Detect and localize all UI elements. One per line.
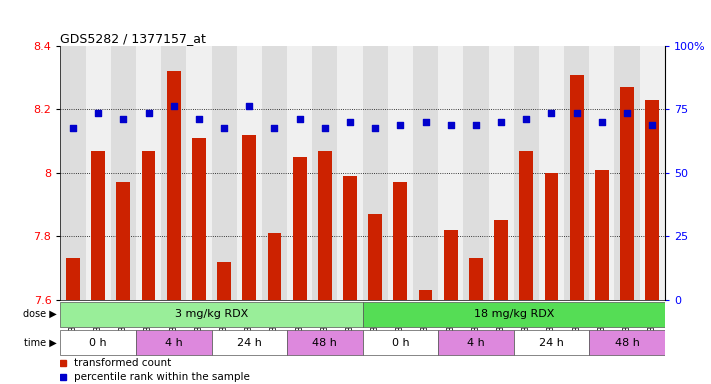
Bar — [217, 262, 231, 300]
Text: 0 h: 0 h — [392, 338, 410, 348]
Point — [445, 122, 456, 128]
Bar — [589, 46, 614, 300]
Point — [470, 122, 481, 128]
Bar — [136, 46, 161, 300]
Point — [646, 122, 658, 128]
Bar — [293, 157, 306, 300]
Point — [496, 119, 507, 125]
Bar — [494, 220, 508, 300]
Bar — [393, 182, 407, 300]
Bar — [212, 330, 287, 355]
Point — [344, 119, 356, 125]
Text: 0 h: 0 h — [90, 338, 107, 348]
Point — [92, 109, 104, 116]
Text: time ▶: time ▶ — [24, 338, 57, 348]
Bar — [646, 100, 659, 300]
Bar — [363, 330, 438, 355]
Bar — [564, 46, 589, 300]
Bar — [640, 46, 665, 300]
Text: GDS5282 / 1377157_at: GDS5282 / 1377157_at — [60, 32, 206, 45]
Bar — [464, 46, 488, 300]
Bar — [589, 330, 665, 355]
Bar — [469, 258, 483, 300]
Text: 4 h: 4 h — [467, 338, 485, 348]
Bar — [413, 46, 438, 300]
Point — [143, 109, 154, 116]
Point — [395, 122, 406, 128]
Point — [168, 103, 179, 109]
Point — [118, 116, 129, 122]
Bar — [363, 46, 387, 300]
Bar — [267, 233, 282, 300]
Bar — [237, 46, 262, 300]
Text: 4 h: 4 h — [165, 338, 183, 348]
Point — [621, 109, 633, 116]
Bar — [136, 330, 212, 355]
Text: 24 h: 24 h — [539, 338, 564, 348]
Text: 48 h: 48 h — [312, 338, 337, 348]
Bar — [161, 46, 186, 300]
Text: 18 mg/kg RDX: 18 mg/kg RDX — [474, 309, 554, 319]
Bar — [620, 87, 634, 300]
Bar — [212, 46, 237, 300]
Point — [420, 119, 432, 125]
Bar — [387, 46, 413, 300]
Bar — [242, 135, 256, 300]
Bar — [66, 258, 80, 300]
Text: 3 mg/kg RDX: 3 mg/kg RDX — [175, 309, 248, 319]
Bar — [287, 46, 312, 300]
Point — [596, 119, 607, 125]
Bar — [488, 46, 514, 300]
Bar — [595, 170, 609, 300]
Bar — [570, 74, 584, 300]
Bar — [514, 330, 589, 355]
Bar — [192, 138, 206, 300]
Bar — [363, 302, 665, 326]
Point — [68, 125, 79, 131]
Bar — [111, 46, 136, 300]
Bar — [514, 46, 539, 300]
Bar — [117, 182, 130, 300]
Point — [370, 125, 381, 131]
Bar — [60, 302, 363, 326]
Point — [319, 125, 331, 131]
Bar — [545, 173, 558, 300]
Bar — [186, 46, 212, 300]
Bar — [85, 46, 111, 300]
Text: percentile rank within the sample: percentile rank within the sample — [74, 372, 250, 382]
Bar — [519, 151, 533, 300]
Point — [244, 103, 255, 109]
Bar — [91, 151, 105, 300]
Bar — [287, 330, 363, 355]
Text: 24 h: 24 h — [237, 338, 262, 348]
Bar — [318, 151, 332, 300]
Bar — [312, 46, 338, 300]
Text: dose ▶: dose ▶ — [23, 309, 57, 319]
Point — [294, 116, 305, 122]
Point — [520, 116, 532, 122]
Bar — [419, 290, 432, 300]
Bar — [338, 46, 363, 300]
Bar — [438, 330, 514, 355]
Bar — [60, 330, 136, 355]
Bar — [141, 151, 156, 300]
Bar — [438, 46, 464, 300]
Point — [218, 125, 230, 131]
Bar — [539, 46, 564, 300]
Text: 48 h: 48 h — [614, 338, 639, 348]
Point — [269, 125, 280, 131]
Text: transformed count: transformed count — [74, 358, 171, 368]
Bar — [368, 214, 382, 300]
Point — [571, 109, 582, 116]
Bar — [343, 176, 357, 300]
Point — [546, 109, 557, 116]
Point — [193, 116, 205, 122]
Bar — [60, 46, 85, 300]
Bar — [167, 71, 181, 300]
Bar — [444, 230, 458, 300]
Bar — [262, 46, 287, 300]
Bar — [614, 46, 640, 300]
